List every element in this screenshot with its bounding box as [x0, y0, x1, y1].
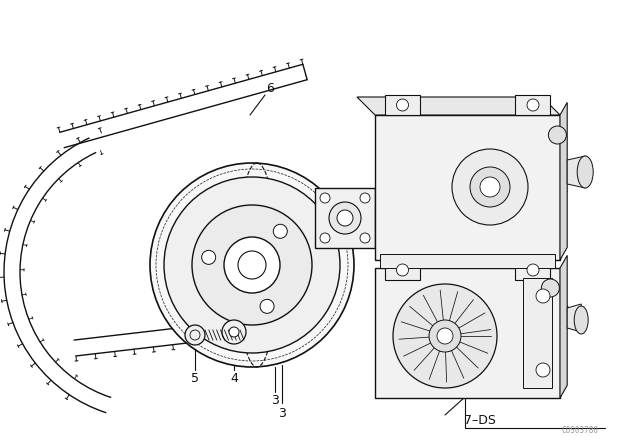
Polygon shape	[315, 188, 375, 248]
Circle shape	[536, 289, 550, 303]
Circle shape	[360, 193, 370, 203]
Polygon shape	[560, 103, 567, 260]
Polygon shape	[375, 268, 560, 398]
Circle shape	[320, 233, 330, 243]
Circle shape	[437, 328, 453, 344]
Polygon shape	[567, 156, 585, 188]
Polygon shape	[375, 115, 560, 260]
Polygon shape	[385, 95, 420, 115]
Polygon shape	[380, 254, 555, 268]
Polygon shape	[567, 304, 581, 332]
Circle shape	[452, 149, 528, 225]
Polygon shape	[385, 260, 420, 280]
Polygon shape	[357, 97, 560, 115]
Circle shape	[260, 299, 274, 313]
Text: 1: 1	[561, 181, 569, 194]
Polygon shape	[523, 278, 552, 388]
Circle shape	[164, 177, 340, 353]
Text: 3: 3	[278, 406, 286, 419]
Polygon shape	[560, 255, 567, 398]
Circle shape	[329, 202, 361, 234]
Text: 2: 2	[561, 303, 569, 316]
Circle shape	[192, 205, 312, 325]
Circle shape	[527, 99, 539, 111]
Circle shape	[470, 167, 510, 207]
Circle shape	[480, 177, 500, 197]
Circle shape	[185, 325, 205, 345]
Circle shape	[320, 193, 330, 203]
Ellipse shape	[574, 306, 588, 334]
Circle shape	[238, 251, 266, 279]
Circle shape	[273, 224, 287, 238]
Circle shape	[360, 233, 370, 243]
Circle shape	[202, 250, 216, 264]
Text: 4: 4	[230, 371, 238, 384]
Circle shape	[429, 320, 461, 352]
Text: 3: 3	[271, 393, 279, 406]
Text: C0S03780: C0S03780	[561, 426, 598, 435]
Text: 7–DS: 7–DS	[464, 414, 496, 426]
Circle shape	[222, 320, 246, 344]
Text: 5: 5	[191, 371, 199, 384]
Polygon shape	[515, 95, 550, 115]
Circle shape	[393, 284, 497, 388]
Circle shape	[541, 279, 559, 297]
Circle shape	[337, 210, 353, 226]
Circle shape	[527, 264, 539, 276]
Text: 6: 6	[266, 82, 274, 95]
Circle shape	[224, 237, 280, 293]
Circle shape	[548, 126, 566, 144]
Circle shape	[150, 163, 354, 367]
Circle shape	[397, 99, 408, 111]
Polygon shape	[515, 260, 550, 280]
Ellipse shape	[577, 156, 593, 188]
Circle shape	[536, 363, 550, 377]
Circle shape	[229, 327, 239, 337]
Circle shape	[397, 264, 408, 276]
